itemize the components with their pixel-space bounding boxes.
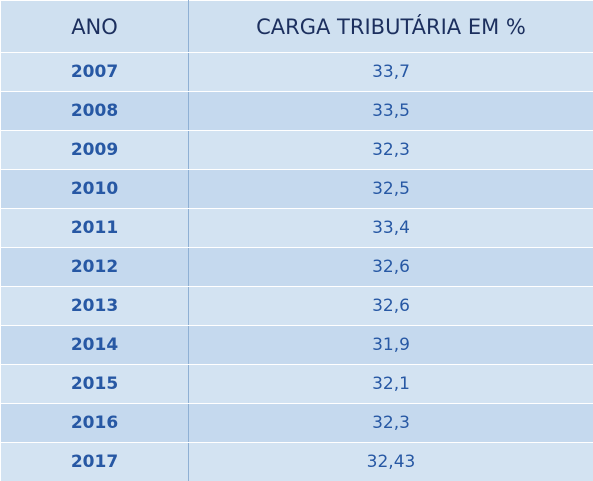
table-row: 2012 32,6 (0, 247, 593, 287)
table-row: 2015 32,1 (0, 364, 593, 404)
table-row: 2011 33,4 (0, 208, 593, 248)
value-cell: 32,1 (188, 364, 593, 404)
value-cell: 32,3 (188, 130, 593, 170)
value-cell: 31,9 (188, 325, 593, 365)
table-row: 2016 32,3 (0, 403, 593, 443)
table-row: 2014 31,9 (0, 325, 593, 365)
table-row: 2010 32,5 (0, 169, 593, 209)
table-row: 2008 33,5 (0, 91, 593, 131)
year-cell: 2014 (0, 325, 189, 365)
header-row: ANO CARGA TRIBUTÁRIA EM % (0, 0, 593, 53)
value-cell: 32,3 (188, 403, 593, 443)
year-cell: 2013 (0, 286, 189, 326)
header-cell: ANO (0, 0, 189, 53)
year-cell: 2012 (0, 247, 189, 287)
year-cell: 2015 (0, 364, 189, 404)
table-row: 2009 32,3 (0, 130, 593, 170)
year-cell: 2009 (0, 130, 189, 170)
value-cell: 32,43 (188, 442, 593, 481)
year-cell: 2016 (0, 403, 189, 443)
table-body: 2007 33,7 2008 33,5 2009 32,3 2010 32,5 2011 33,4… (0, 52, 593, 481)
year-cell: 2017 (0, 442, 189, 481)
table-row: 2017 32,43 (0, 442, 593, 481)
value-cell: 33,7 (188, 52, 593, 92)
value-cell: 33,4 (188, 208, 593, 248)
value-cell: 32,5 (188, 169, 593, 209)
table-row: 2013 32,6 (0, 286, 593, 326)
year-cell: 2010 (0, 169, 189, 209)
year-cell: 2007 (0, 52, 189, 92)
value-cell: 32,6 (188, 286, 593, 326)
year-cell: 2011 (0, 208, 189, 248)
value-cell: 33,5 (188, 91, 593, 131)
table-row: 2007 33,7 (0, 52, 593, 92)
header-cell: CARGA TRIBUTÁRIA EM % (188, 0, 593, 53)
value-cell: 32,6 (188, 247, 593, 287)
year-cell: 2008 (0, 91, 189, 131)
